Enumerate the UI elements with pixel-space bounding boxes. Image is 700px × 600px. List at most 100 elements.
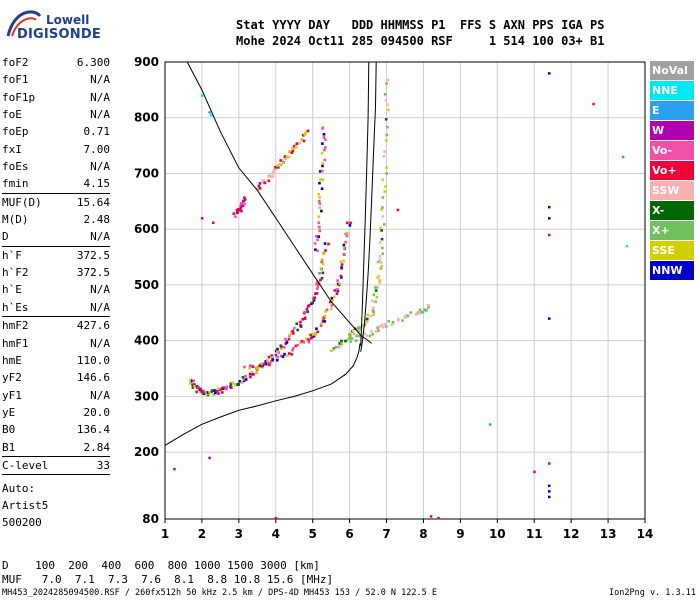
- echo-point: [274, 165, 277, 169]
- echo-point: [437, 516, 440, 520]
- echo-point: [305, 337, 308, 341]
- echo-point: [307, 304, 311, 307]
- echo-point: [201, 390, 205, 394]
- echo-point: [294, 145, 298, 149]
- echo-point: [276, 166, 280, 169]
- echo-point: [338, 345, 341, 349]
- echo-point: [381, 325, 385, 329]
- echo-point: [287, 150, 291, 153]
- echo-point: [314, 331, 317, 335]
- echo-point: [238, 380, 241, 383]
- logo-lowell: Lowell: [46, 13, 90, 27]
- echo-point: [255, 371, 258, 374]
- x-tick-label: 13: [600, 527, 617, 541]
- param-name: h`E: [2, 283, 22, 297]
- logo-digisonde: DIGISONDE: [17, 27, 101, 42]
- echo-point: [318, 181, 321, 185]
- echo-point: [291, 348, 294, 352]
- echo-point: [299, 323, 302, 327]
- echo-point: [383, 150, 386, 153]
- echo-point: [382, 155, 386, 158]
- echo-point: [287, 337, 291, 341]
- echo-point: [377, 274, 381, 278]
- echo-point: [318, 170, 322, 173]
- echo-point: [384, 99, 388, 102]
- distance-muf-table: D 100 200 400 600 800 1000 1500 3000 [km…: [2, 559, 333, 587]
- echo-point: [262, 362, 265, 366]
- echo-point: [270, 359, 273, 363]
- echo-point: [375, 295, 379, 299]
- x-tick-label: 3: [235, 527, 243, 541]
- echo-point: [374, 300, 377, 303]
- echo-point: [381, 196, 385, 199]
- echo-point: [239, 205, 243, 209]
- echo-point: [303, 133, 307, 137]
- echo-point: [279, 344, 283, 348]
- echo-point: [264, 360, 268, 363]
- echo-point: [258, 187, 262, 190]
- param-row: yF1 N/A: [2, 387, 110, 404]
- echo-point: [374, 289, 378, 292]
- echo-point: [306, 310, 309, 314]
- param-name: h`F2: [2, 266, 29, 280]
- echo-point: [285, 155, 289, 159]
- echo-point: [305, 307, 309, 311]
- echo-point: [423, 308, 427, 311]
- echo-point: [298, 141, 301, 145]
- echo-point: [320, 187, 324, 191]
- echo-point: [336, 282, 340, 286]
- param-name: h`F: [2, 248, 22, 262]
- param-value: 15.64: [76, 195, 110, 209]
- echo-point: [271, 356, 274, 359]
- echo-point: [365, 317, 369, 321]
- param-separator: [2, 455, 110, 457]
- param-name: foEp: [2, 125, 29, 139]
- echo-point: [271, 171, 275, 175]
- echo-point: [378, 325, 382, 328]
- y-tick-label: 900: [134, 55, 159, 69]
- echo-point: [355, 334, 358, 338]
- echo-point: [199, 390, 202, 394]
- param-value: 110.0: [76, 353, 110, 367]
- echo-point: [315, 292, 319, 295]
- echo-point: [322, 318, 325, 322]
- header-line-1: Stat YYYY DAY DDD HHMMSS P1 FFS S AXN PP…: [236, 18, 605, 32]
- echo-point: [232, 212, 236, 215]
- echo-point: [377, 260, 380, 264]
- echo-point: [189, 378, 192, 382]
- echo-point: [240, 381, 244, 385]
- echo-point: [386, 125, 389, 129]
- echo-point: [383, 190, 387, 193]
- echo-point: [277, 351, 281, 354]
- echo-point: [371, 332, 375, 336]
- echo-point: [342, 246, 346, 250]
- param-name: yF2: [2, 371, 22, 385]
- echo-point: [359, 326, 362, 329]
- echo-point: [244, 374, 247, 378]
- param-name: C-level: [2, 458, 49, 472]
- echo-point: [379, 267, 383, 270]
- echo-point: [283, 352, 286, 356]
- echo-point: [316, 238, 319, 242]
- echo-point: [211, 389, 214, 392]
- echo-point: [258, 181, 262, 185]
- echo-point: [251, 365, 255, 368]
- footer-info: MH453_2024285094500.RSF / 260fx512h 50 k…: [2, 588, 437, 598]
- param-name: M(D): [2, 213, 29, 227]
- echo-point: [299, 320, 302, 324]
- echo-point: [384, 185, 387, 188]
- echo-point: [239, 201, 243, 205]
- echo-point: [335, 292, 339, 296]
- param-row: M(D) 2.48: [2, 211, 110, 228]
- echo-point: [290, 332, 294, 335]
- echo-point: [332, 348, 335, 352]
- echo-point: [198, 387, 202, 391]
- muf-line: MUF 7.0 7.1 7.3 7.6 8.1 8.8 10.8 15.6 [M…: [2, 573, 334, 586]
- echo-point: [331, 299, 334, 302]
- echo-point: [200, 94, 204, 97]
- echo-point: [621, 155, 625, 159]
- echo-point: [266, 359, 269, 362]
- echo-point: [236, 210, 240, 214]
- echo-point: [319, 324, 323, 327]
